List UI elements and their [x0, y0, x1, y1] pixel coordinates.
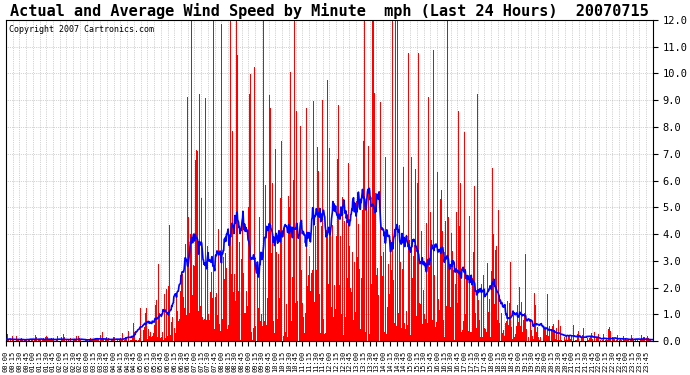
Text: Copyright 2007 Cartronics.com: Copyright 2007 Cartronics.com [9, 25, 154, 34]
Title: Actual and Average Wind Speed by Minute  mph (Last 24 Hours)  20070715: Actual and Average Wind Speed by Minute … [10, 3, 649, 19]
